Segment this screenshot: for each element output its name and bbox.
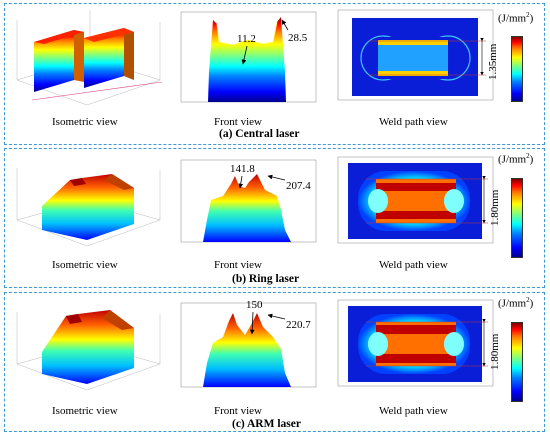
panel-central-laser [4,3,545,145]
valley-label-c: 150 [246,299,263,311]
colorbar-b [511,178,523,258]
weld-caption-a: Weld path view [379,116,448,128]
colorbar-a [511,36,523,102]
isometric-plot-a [16,10,163,106]
isometric-caption-b: Isometric view [52,259,118,271]
unit-label-b: (J/mm2) [498,152,534,166]
peak-label-c: 220.7 [286,319,311,331]
front-plot-c [180,302,317,388]
panel-title-c: (c) ARM laser [232,418,301,430]
valley-label-a: 11.2 [237,33,256,45]
isometric-caption-c: Isometric view [52,405,118,417]
weld-path-plot-a [337,9,494,101]
peak-label-b: 207.4 [286,180,311,192]
valley-label-b: 141.8 [230,163,255,175]
colorbar-c [511,322,523,402]
isometric-caption-a: Isometric view [52,116,118,128]
panel-ring-laser [4,148,545,288]
front-plot-a [180,11,317,103]
front-caption-c: Front view [214,405,262,417]
peak-label-a: 28.5 [288,32,308,44]
width-label-c: 1.80mm [489,333,501,370]
front-plot-b [180,159,317,243]
isometric-plot-b [16,168,161,247]
weld-caption-b: Weld path view [379,259,448,271]
weld-path-plot-b [337,156,494,244]
weld-path-plot-c [337,299,494,387]
panel-title-b: (b) Ring laser [232,273,300,285]
front-caption-a: Front view [214,116,262,128]
panel-arm-laser [4,292,545,432]
isometric-plot-c [16,310,161,391]
unit-label-a: (J/mm2) [498,11,534,25]
front-caption-b: Front view [214,259,262,271]
weld-caption-c: Weld path view [379,405,448,417]
unit-label-c: (J/mm2) [498,296,534,310]
panel-title-a: (a) Central laser [219,128,300,140]
